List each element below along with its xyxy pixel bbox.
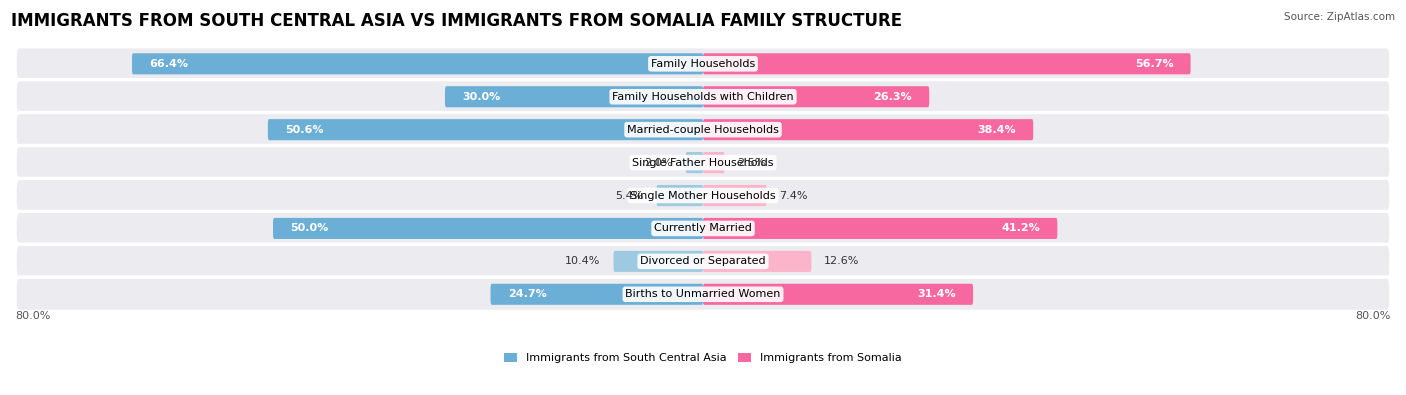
FancyBboxPatch shape: [132, 53, 703, 74]
FancyBboxPatch shape: [703, 86, 929, 107]
FancyBboxPatch shape: [613, 251, 703, 272]
Text: Births to Unmarried Women: Births to Unmarried Women: [626, 289, 780, 299]
Text: 38.4%: 38.4%: [977, 125, 1017, 135]
Text: 80.0%: 80.0%: [1355, 311, 1391, 322]
Text: Single Father Households: Single Father Households: [633, 158, 773, 167]
Text: Single Mother Households: Single Mother Households: [630, 190, 776, 201]
FancyBboxPatch shape: [15, 277, 1391, 311]
FancyBboxPatch shape: [15, 80, 1391, 114]
FancyBboxPatch shape: [273, 218, 703, 239]
FancyBboxPatch shape: [15, 145, 1391, 180]
FancyBboxPatch shape: [444, 86, 703, 107]
Text: 7.4%: 7.4%: [779, 190, 808, 201]
Legend: Immigrants from South Central Asia, Immigrants from Somalia: Immigrants from South Central Asia, Immi…: [503, 353, 903, 363]
FancyBboxPatch shape: [703, 284, 973, 305]
Text: 50.0%: 50.0%: [290, 224, 329, 233]
FancyBboxPatch shape: [703, 218, 1057, 239]
Text: 2.0%: 2.0%: [644, 158, 673, 167]
FancyBboxPatch shape: [686, 152, 703, 173]
FancyBboxPatch shape: [703, 251, 811, 272]
Text: 66.4%: 66.4%: [149, 59, 188, 69]
FancyBboxPatch shape: [657, 185, 703, 206]
Text: Source: ZipAtlas.com: Source: ZipAtlas.com: [1284, 12, 1395, 22]
Text: Currently Married: Currently Married: [654, 224, 752, 233]
FancyBboxPatch shape: [15, 47, 1391, 81]
FancyBboxPatch shape: [15, 211, 1391, 246]
Text: Divorced or Separated: Divorced or Separated: [640, 256, 766, 266]
Text: 24.7%: 24.7%: [508, 289, 547, 299]
FancyBboxPatch shape: [491, 284, 703, 305]
FancyBboxPatch shape: [15, 179, 1391, 213]
Text: Family Households with Children: Family Households with Children: [612, 92, 794, 102]
FancyBboxPatch shape: [703, 53, 1191, 74]
Text: 50.6%: 50.6%: [285, 125, 323, 135]
Text: IMMIGRANTS FROM SOUTH CENTRAL ASIA VS IMMIGRANTS FROM SOMALIA FAMILY STRUCTURE: IMMIGRANTS FROM SOUTH CENTRAL ASIA VS IM…: [11, 12, 903, 30]
FancyBboxPatch shape: [703, 119, 1033, 140]
Text: 10.4%: 10.4%: [565, 256, 600, 266]
Text: 31.4%: 31.4%: [917, 289, 956, 299]
FancyBboxPatch shape: [15, 244, 1391, 278]
Text: 5.4%: 5.4%: [616, 190, 644, 201]
Text: 41.2%: 41.2%: [1001, 224, 1040, 233]
Text: 2.5%: 2.5%: [737, 158, 766, 167]
FancyBboxPatch shape: [267, 119, 703, 140]
Text: Family Households: Family Households: [651, 59, 755, 69]
Text: 30.0%: 30.0%: [463, 92, 501, 102]
Text: Married-couple Households: Married-couple Households: [627, 125, 779, 135]
Text: 56.7%: 56.7%: [1135, 59, 1174, 69]
Text: 80.0%: 80.0%: [15, 311, 51, 322]
FancyBboxPatch shape: [703, 152, 724, 173]
Text: 26.3%: 26.3%: [873, 92, 912, 102]
Text: 12.6%: 12.6%: [824, 256, 859, 266]
FancyBboxPatch shape: [703, 185, 766, 206]
FancyBboxPatch shape: [15, 113, 1391, 147]
